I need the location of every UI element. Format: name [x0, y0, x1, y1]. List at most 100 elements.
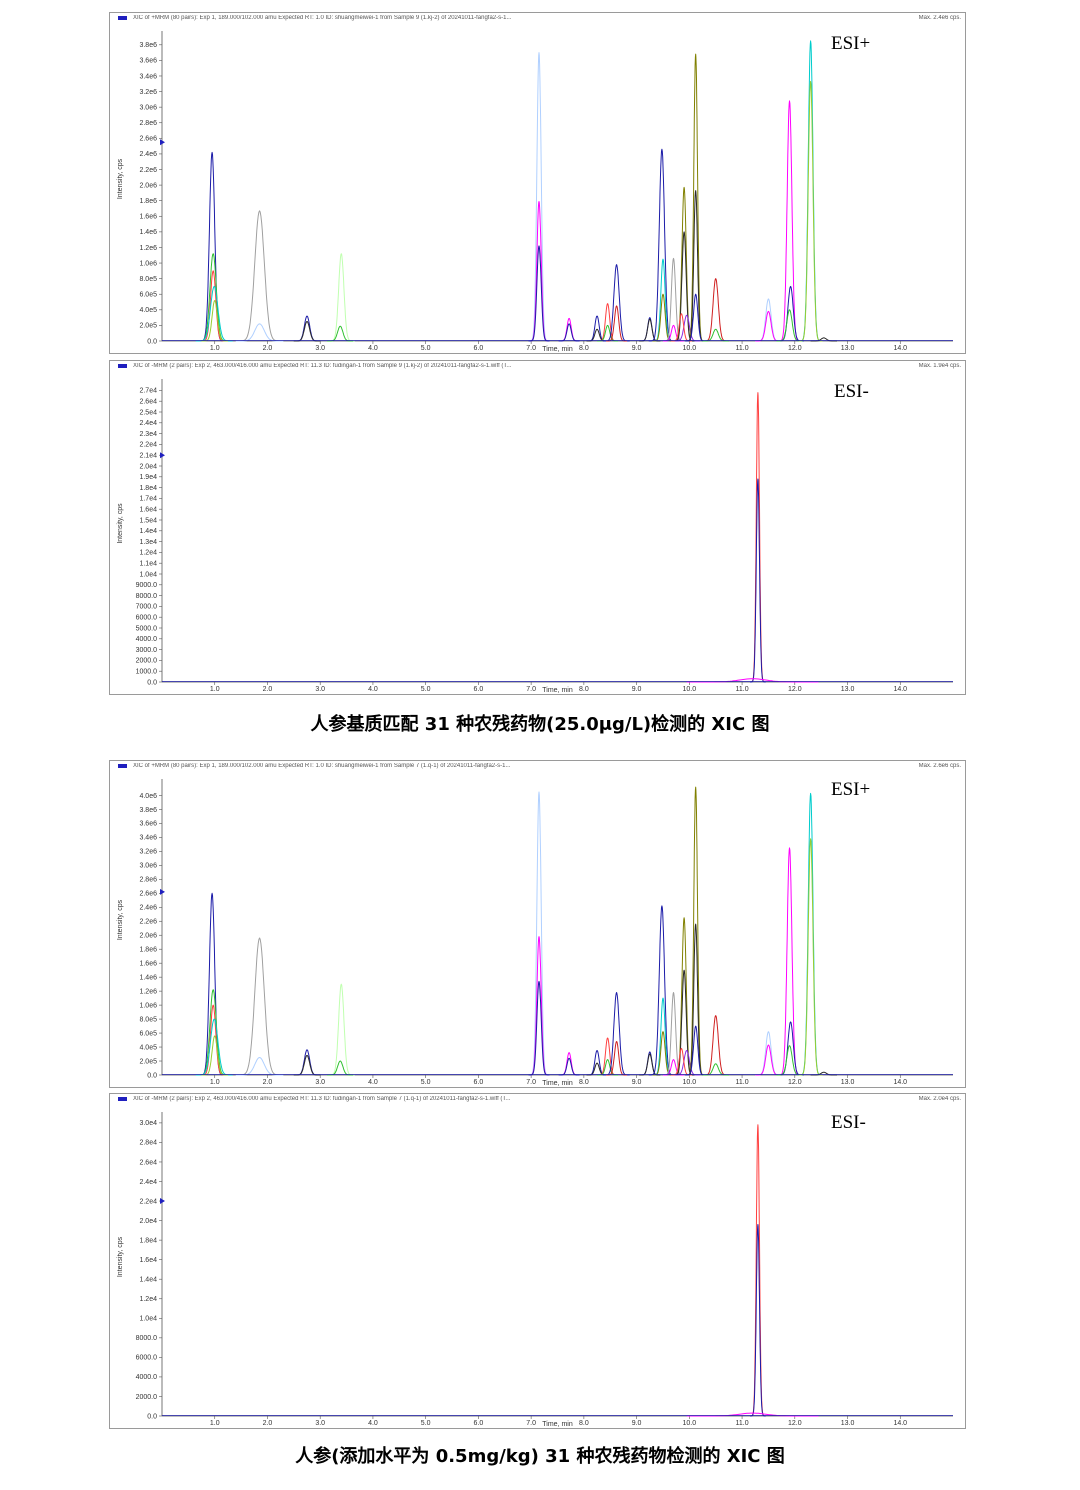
x-axis-label: Time, min — [542, 687, 573, 694]
peak-trace — [648, 905, 676, 1076]
x-tick-label: 11.0 — [736, 345, 749, 352]
x-tick-label: 5.0 — [421, 1079, 431, 1086]
x-tick-label: 14.0 — [893, 1420, 907, 1427]
y-tick-label: 1.4e4 — [139, 1277, 157, 1284]
y-tick-label: 3.8e6 — [139, 807, 157, 814]
y-axis-label: Intensity, cps — [117, 503, 124, 544]
peak-trace — [798, 80, 823, 342]
chart-panel-esi-pos-spiked: XIC of +MRM (80 pairs): Exp 1, 189.000/1… — [109, 760, 966, 1088]
chromatogram-plot: 0.0 1000.0 2000.0 3000.0 4000.0 5000.0 6000.0 7… — [117, 379, 953, 694]
y-tick-label: 6000.0 — [136, 615, 158, 622]
x-tick-label: 4.0 — [368, 1079, 378, 1086]
y-tick-label: 2.2e4 — [139, 1198, 157, 1205]
y-tick-label: 1.8e4 — [139, 1237, 157, 1244]
y-tick-label: 1.6e6 — [139, 960, 157, 967]
peak-trace — [326, 1060, 354, 1076]
peak-trace — [749, 392, 767, 683]
y-tick-label: 1.5e4 — [139, 517, 157, 524]
trace-color-icon — [118, 1097, 127, 1101]
peak-trace — [755, 298, 782, 342]
x-tick-label: 12.0 — [788, 1420, 802, 1427]
y-tick-label: 2.0e6 — [139, 182, 157, 189]
y-tick-label: 2.0e4 — [139, 1218, 157, 1225]
y-tick-label: 2.6e4 — [139, 399, 157, 406]
y-tick-label: 1.2e6 — [139, 988, 157, 995]
y-tick-label: 1.4e6 — [139, 229, 157, 236]
x-tick-label: 13.0 — [841, 345, 855, 352]
y-tick-label: 1.6e4 — [139, 1257, 157, 1264]
x-tick-label: 1.0 — [210, 686, 220, 693]
y-tick-label: 3.4e6 — [139, 835, 157, 842]
x-tick-label: 14.0 — [893, 686, 907, 693]
x-tick-label: 5.0 — [421, 686, 431, 693]
peak-trace — [702, 1015, 729, 1076]
y-tick-label: 3.2e6 — [139, 849, 157, 856]
y-tick-label: 2.8e6 — [139, 877, 157, 884]
peak-trace — [528, 245, 550, 342]
x-tick-label: 13.0 — [841, 1079, 855, 1086]
peak-trace — [686, 786, 706, 1076]
peak-trace — [755, 1044, 782, 1076]
chromatogram-plot: 0.0 2.0e5 4.0e5 6.0e5 8.0e5 1.0e6 1.2e6 1.4e6 1.… — [117, 31, 953, 353]
peak-trace — [686, 1412, 819, 1417]
y-tick-label: 2.0e4 — [139, 463, 157, 470]
peak-trace — [558, 317, 580, 342]
y-tick-label: 4.0e6 — [139, 793, 157, 800]
y-tick-label: 7000.0 — [136, 604, 158, 611]
x-tick-label: 5.0 — [421, 1420, 431, 1427]
peak-trace — [749, 1124, 767, 1417]
peak-trace — [293, 1049, 321, 1076]
y-tick-label: 4000.0 — [136, 636, 158, 643]
threshold-marker-icon — [160, 888, 165, 895]
chart-header: XIC of -MRM (2 pairs): Exp 2, 463.000/41… — [118, 363, 961, 373]
y-tick-label: 2.4e6 — [139, 905, 157, 912]
x-tick-label: 5.0 — [421, 345, 431, 352]
peak-trace — [235, 937, 284, 1076]
chart-panel-esi-neg-spiked: XIC of -MRM (2 pairs): Exp 2, 463.000/41… — [109, 1093, 966, 1429]
x-tick-label: 8.0 — [579, 1420, 589, 1427]
peak-trace — [798, 838, 823, 1076]
max-intensity-label: Max. 1.9e4 cps. — [918, 363, 961, 369]
peak-trace — [686, 678, 819, 683]
y-tick-label: 2.3e4 — [139, 431, 157, 438]
x-tick-label: 9.0 — [632, 1420, 642, 1427]
max-intensity-label: Max. 2.6e6 cps. — [918, 763, 961, 769]
x-tick-label: 2.0 — [263, 345, 273, 352]
y-tick-label: 2.0e5 — [139, 323, 157, 330]
x-tick-label: 2.0 — [263, 1079, 273, 1086]
y-tick-label: 2.2e6 — [139, 167, 157, 174]
ionization-mode-label: ESI- — [831, 1112, 866, 1133]
x-tick-label: 14.0 — [893, 345, 907, 352]
peak-trace — [195, 1018, 233, 1076]
x-tick-label: 8.0 — [579, 1079, 589, 1086]
x-tick-label: 7.0 — [526, 1420, 536, 1427]
threshold-marker-icon — [160, 1198, 165, 1205]
y-tick-label: 4.0e5 — [139, 307, 157, 314]
y-tick-label: 2.4e6 — [139, 151, 157, 158]
x-tick-label: 10.0 — [683, 1420, 697, 1427]
peak-trace — [776, 309, 803, 342]
y-tick-label: 3.2e6 — [139, 89, 157, 96]
peak-trace — [528, 936, 550, 1076]
chart-header: XIC of +MRM (80 pairs): Exp 1, 189.000/1… — [118, 15, 961, 25]
y-tick-label: 9000.0 — [136, 582, 158, 589]
y-tick-label: 1.2e4 — [139, 550, 157, 557]
peak-trace — [673, 1050, 700, 1076]
y-tick-label: 2.8e6 — [139, 120, 157, 127]
x-tick-label: 1.0 — [210, 1079, 220, 1086]
chromatogram-plot: 0.0 2000.0 4000.0 6000.0 8000.0 1.0e4 1.2e4 1.4… — [117, 1112, 953, 1428]
y-tick-label: 1.7e4 — [139, 496, 157, 503]
y-tick-label: 1.6e4 — [139, 507, 157, 514]
x-tick-label: 12.0 — [788, 686, 802, 693]
peak-trace — [293, 321, 321, 342]
x-tick-label: 6.0 — [474, 345, 484, 352]
chart-panel-esi-pos-matrix: XIC of +MRM (80 pairs): Exp 1, 189.000/1… — [109, 12, 966, 354]
peak-trace — [798, 792, 823, 1076]
y-tick-label: 3.0e6 — [139, 104, 157, 111]
y-tick-label: 1000.0 — [136, 669, 158, 676]
max-intensity-label: Max. 2.4e6 cps. — [918, 15, 961, 21]
peak-trace — [603, 992, 630, 1076]
peak-trace — [776, 1045, 803, 1076]
peak-trace — [195, 285, 233, 342]
chromatogram-plot: 0.0 2.0e5 4.0e5 6.0e5 8.0e5 1.0e6 1.2e6 1.4e6 1.… — [117, 779, 953, 1087]
